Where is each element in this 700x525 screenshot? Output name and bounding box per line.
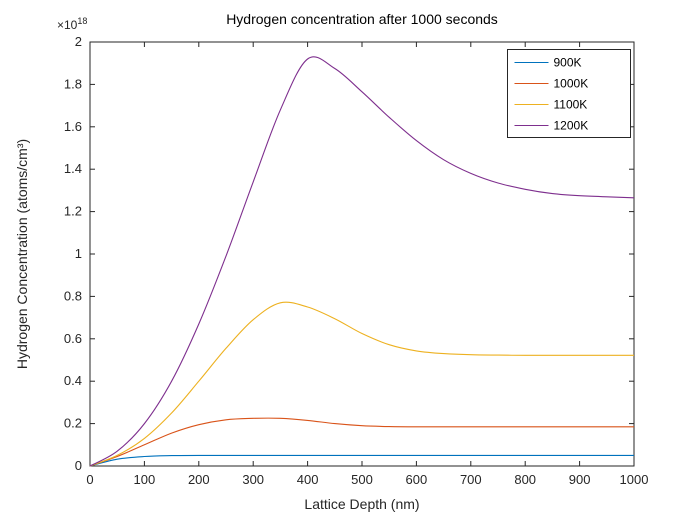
x-tick-label: 700 (460, 472, 482, 487)
y-tick-label: 0 (75, 458, 82, 473)
x-tick-label: 500 (351, 472, 373, 487)
series-line-900K (89, 454, 634, 467)
x-tick-label: 600 (406, 472, 428, 487)
y-tick-label: 0.2 (64, 416, 82, 431)
legend-label-1100K: 1100K (554, 98, 588, 112)
chart-title: Hydrogen concentration after 1000 second… (226, 11, 498, 27)
y-axis-exponent-power: 18 (77, 16, 88, 26)
y-tick-label: 1.2 (64, 204, 82, 219)
y-tick-label: 0.4 (64, 373, 82, 388)
series-line-1100K (89, 301, 634, 467)
y-tick-label: 1.6 (64, 119, 82, 134)
legend-label-1200K: 1200K (554, 119, 589, 133)
x-tick-label: 900 (569, 472, 591, 487)
y-tick-label: 0.6 (64, 331, 82, 346)
x-tick-label: 300 (242, 472, 264, 487)
x-tick-label: 100 (134, 472, 156, 487)
legend-label-900K: 900K (554, 56, 582, 70)
y-axis-exponent-label: ×1018 (57, 16, 87, 32)
y-tick-label: 1.8 (64, 76, 82, 91)
legend-box (507, 49, 631, 138)
x-axis-label: Lattice Depth (nm) (304, 496, 420, 512)
y-tick-label: 1 (75, 246, 82, 261)
x-tick-label: 200 (188, 472, 210, 487)
y-axis-exponent-base: ×10 (57, 18, 78, 32)
y-tick-label: 1.4 (64, 161, 82, 176)
y-tick-label: 2 (75, 34, 82, 49)
y-tick-label: 0.8 (64, 288, 82, 303)
x-tick-label: 0 (86, 472, 93, 487)
series-line-1200K (89, 56, 635, 467)
series-line-1000K (89, 417, 634, 467)
x-tick-label: 800 (514, 472, 536, 487)
x-tick-label: 1000 (620, 472, 649, 487)
legend-label-1000K: 1000K (554, 77, 589, 91)
x-tick-label: 400 (297, 472, 319, 487)
